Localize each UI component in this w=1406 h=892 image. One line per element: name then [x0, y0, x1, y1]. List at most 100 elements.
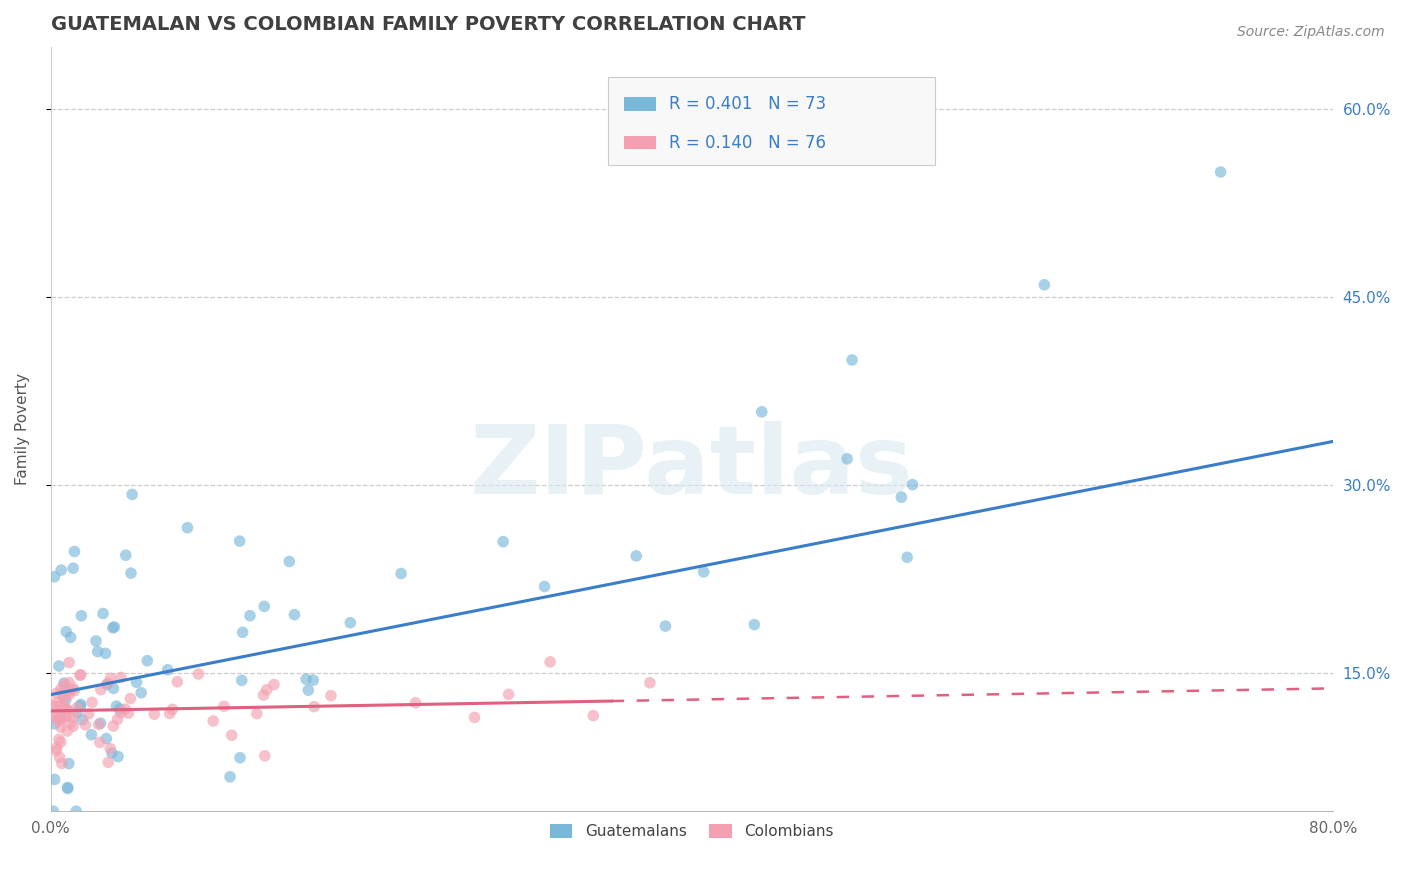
Point [626, 549, 648, 563]
Point [582, 708, 605, 723]
Point [103, 620, 125, 634]
Bar [624, 136, 657, 149]
Point [60, 715, 83, 730]
Point [901, 477, 924, 491]
Point [263, 677, 285, 691]
Point [498, 687, 520, 701]
Point [108, 702, 131, 716]
Point [339, 615, 361, 630]
Point [48, 750, 70, 764]
Point [114, 702, 136, 716]
Point [84, 634, 107, 648]
Point [75, 718, 97, 732]
Point [297, 683, 319, 698]
Point [45, 686, 67, 700]
Text: GUATEMALAN VS COLOMBIAN FAMILY POVERTY CORRELATION CHART: GUATEMALAN VS COLOMBIAN FAMILY POVERTY C… [51, 15, 806, 34]
Point [837, 451, 859, 466]
Point [42, 804, 65, 818]
Point [110, 706, 132, 720]
Text: R = 0.401   N = 73: R = 0.401 N = 73 [669, 95, 825, 113]
Point [87, 717, 110, 731]
Point [162, 702, 184, 716]
Point [63, 683, 86, 698]
Point [463, 710, 485, 724]
Point [49, 720, 72, 734]
Point [120, 566, 142, 581]
Point [492, 534, 515, 549]
Text: R = 0.140   N = 76: R = 0.140 N = 76 [669, 134, 825, 152]
Point [212, 699, 235, 714]
Point [44, 570, 66, 584]
Point [42, 698, 65, 713]
Point [48, 732, 70, 747]
Point [49, 735, 72, 749]
Point [96, 677, 118, 691]
Point [70, 608, 93, 623]
Point [51, 756, 73, 771]
Point [232, 625, 254, 640]
Point [49, 698, 72, 712]
Point [44, 772, 66, 787]
Point [252, 688, 274, 702]
Point [405, 696, 427, 710]
Bar [624, 97, 657, 111]
Point [107, 712, 129, 726]
Point [101, 621, 124, 635]
Point [239, 608, 262, 623]
Point [159, 706, 181, 721]
Point [221, 728, 243, 742]
Point [103, 681, 125, 696]
Point [77, 706, 100, 721]
Point [841, 353, 863, 368]
Legend: Guatemalans, Colombians: Guatemalans, Colombians [543, 818, 841, 846]
Point [302, 673, 325, 687]
Point [55, 709, 77, 723]
Point [89, 735, 111, 749]
Point [90, 716, 112, 731]
Point [69, 699, 91, 714]
Point [56, 703, 79, 717]
Point [80, 728, 103, 742]
Point [58, 675, 80, 690]
Point [49, 681, 72, 696]
Point [202, 714, 225, 728]
Point [45, 740, 67, 755]
Point [256, 682, 278, 697]
Point [52, 690, 75, 705]
Point [228, 534, 250, 549]
Point [94, 646, 117, 660]
Point [56, 780, 79, 795]
Point [62, 561, 84, 575]
Point [295, 672, 318, 686]
Point [51, 563, 73, 577]
Point [97, 676, 120, 690]
Point [86, 644, 108, 658]
Point [56, 724, 79, 739]
Point [48, 712, 70, 726]
Point [187, 667, 209, 681]
Point [114, 548, 136, 562]
Point [69, 698, 91, 712]
Point [58, 685, 80, 699]
Point [538, 655, 561, 669]
Point [105, 699, 128, 714]
Point [53, 699, 76, 714]
Point [231, 673, 253, 688]
Point [49, 714, 72, 728]
Point [96, 731, 118, 746]
Point [219, 770, 242, 784]
Point [69, 668, 91, 682]
Point [533, 579, 555, 593]
Point [66, 700, 89, 714]
Point [45, 743, 67, 757]
Point [319, 689, 342, 703]
Y-axis label: Family Poverty: Family Poverty [15, 373, 30, 485]
Point [751, 405, 773, 419]
Point [125, 675, 148, 690]
Point [166, 674, 188, 689]
Point [1033, 277, 1056, 292]
Point [638, 675, 661, 690]
Point [46, 713, 69, 727]
Point [103, 719, 125, 733]
Point [117, 706, 139, 720]
